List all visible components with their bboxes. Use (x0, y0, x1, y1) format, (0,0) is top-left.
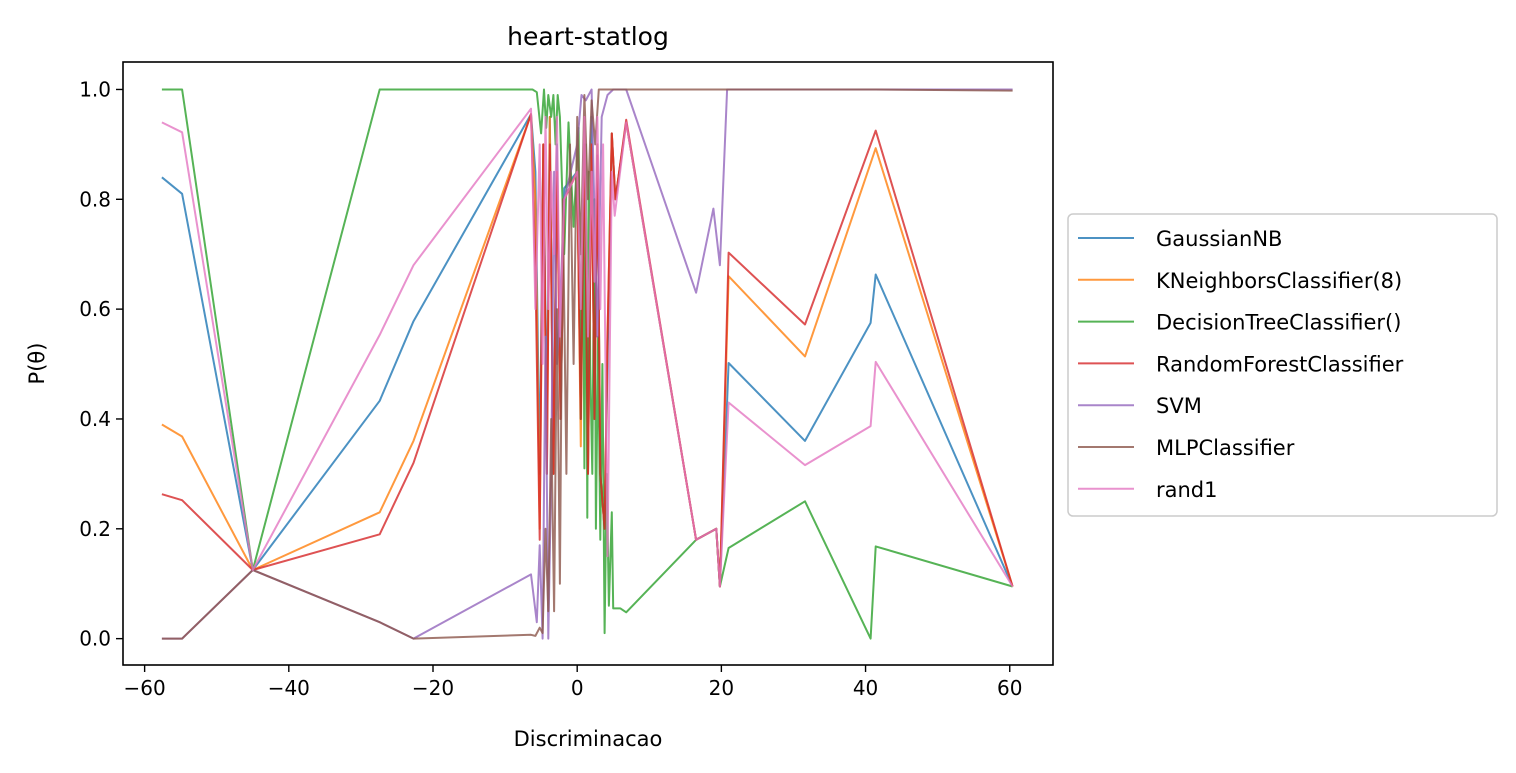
x-tick-label: −40 (268, 676, 310, 700)
x-tick-label: 60 (997, 676, 1022, 700)
plot-frame (122, 61, 1054, 666)
legend-entry-label: rand1 (1156, 478, 1218, 502)
legend-entry-label: DecisionTreeClassifier() (1156, 311, 1401, 335)
y-tick-label: 0.4 (79, 407, 111, 431)
y-tick-label: 0.0 (79, 627, 111, 651)
plot-area (161, 88, 1014, 640)
y-tick-label: 0.6 (79, 297, 111, 321)
chart-title: heart-statlog (507, 22, 669, 51)
series-line-rand1 (161, 107, 1014, 588)
y-axis: 0.0 0.2 0.4 0.6 0.8 1.0 (79, 77, 123, 651)
x-tick-label: −20 (412, 676, 454, 700)
y-axis-title: P(θ) (25, 343, 49, 385)
x-axis-title: Discriminacao (514, 727, 663, 751)
y-tick-label: 0.2 (79, 517, 111, 541)
legend-entry-label: RandomForestClassifier (1156, 352, 1404, 376)
legend-entry-label: GaussianNB (1156, 227, 1282, 251)
x-tick-label: 0 (571, 676, 584, 700)
legend-entry-label: SVM (1156, 394, 1202, 418)
x-axis: −60 −40 −20 0 20 40 60 (124, 665, 1022, 700)
y-tick-label: 0.8 (79, 187, 111, 211)
x-tick-label: −60 (124, 676, 166, 700)
series-line-decisiontreeclassifier (161, 88, 1013, 640)
x-tick-label: 20 (709, 676, 734, 700)
legend-entry-label: MLPClassifier (1156, 436, 1295, 460)
legend-box (1067, 213, 1498, 517)
y-tick-label: 1.0 (79, 77, 111, 101)
x-tick-label: 40 (853, 676, 878, 700)
series-line-mlpclassifier (161, 88, 1013, 640)
legend: GaussianNB KNeighborsClassifier(8) Decisio… (1067, 213, 1498, 517)
legend-entry-label: KNeighborsClassifier(8) (1156, 269, 1402, 293)
